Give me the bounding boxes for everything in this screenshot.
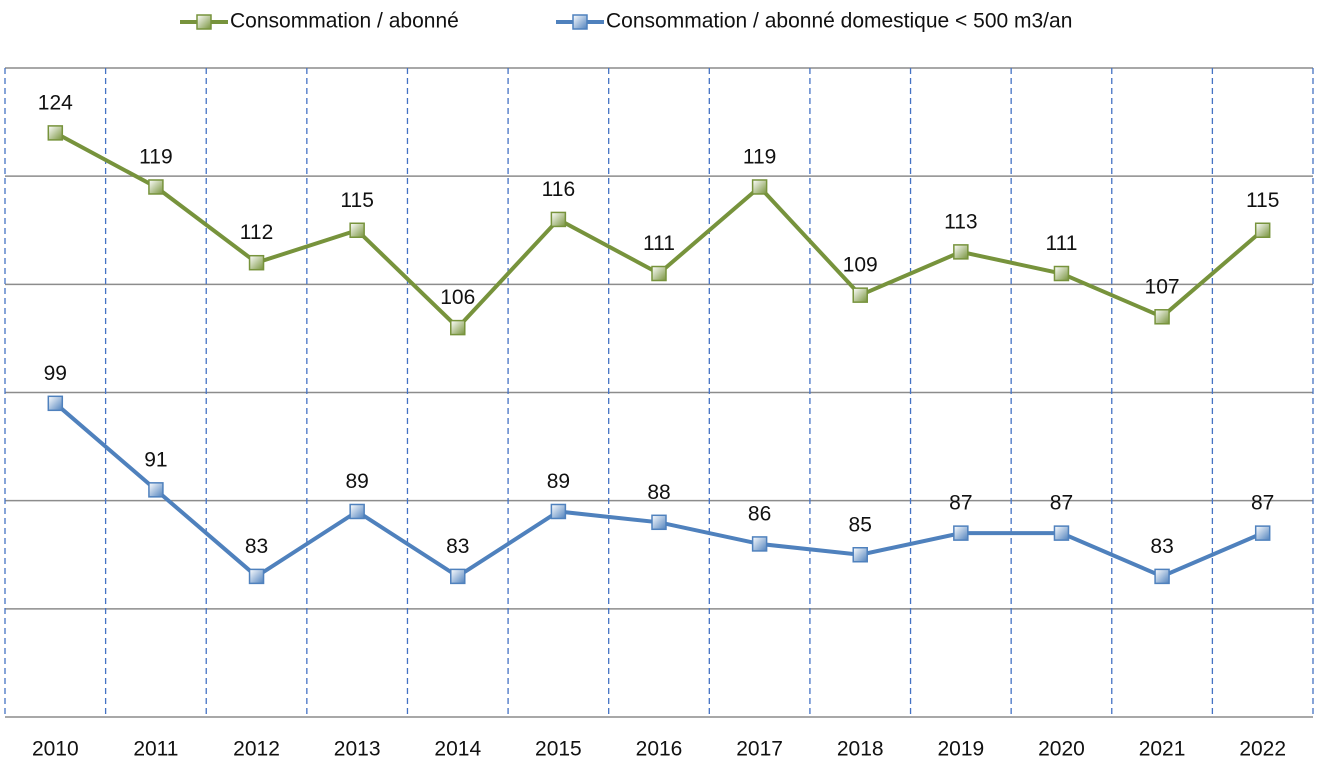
marker [47,125,64,141]
marker [47,395,64,412]
marker [148,179,164,195]
marker [953,244,969,260]
legend-label: Consommation / abonné domestique < 500 m… [606,10,1072,33]
data-label: 87 [949,492,972,515]
data-label: 89 [345,470,368,493]
data-label: 116 [542,178,575,201]
data-label: 111 [643,232,675,255]
data-label: 99 [44,362,67,385]
marker [148,482,164,498]
marker [349,503,365,520]
data-label: 83 [245,535,268,558]
data-label: 124 [38,91,73,114]
data-label: 87 [1251,492,1274,515]
data-label: 107 [1145,275,1180,298]
data-label: 83 [1150,535,1173,558]
data-label: 115 [1246,189,1279,212]
data-label: 87 [1050,492,1073,515]
marker [1053,525,1070,541]
data-label: 119 [139,146,172,169]
data-label: 113 [944,210,977,233]
x-tick-label: 2010 [32,738,79,761]
data-label: 115 [340,189,373,212]
data-label: 91 [144,448,167,471]
marker [450,568,466,585]
marker [852,287,868,303]
data-label: 85 [849,513,872,536]
marker [248,254,265,271]
marker [751,179,768,195]
marker [651,265,667,282]
data-label: 106 [440,286,475,309]
marker [651,514,667,531]
x-tick-label: 2013 [334,738,381,761]
x-tick-label: 2017 [736,738,783,761]
x-tick-label: 2014 [434,738,481,761]
data-label: 111 [1046,232,1078,255]
legend-marker [196,14,212,30]
marker [953,525,969,541]
marker [1154,309,1170,325]
marker [550,211,567,228]
x-tick-label: 2021 [1139,738,1186,761]
x-tick-label: 2020 [1038,738,1085,761]
x-tick-label: 2015 [535,738,582,761]
marker [248,568,265,585]
x-tick-label: 2016 [636,738,683,761]
data-label: 86 [748,502,771,525]
legend-label: Consommation / abonné [230,10,459,33]
legend-marker [572,14,588,30]
x-tick-label: 2012 [233,738,280,761]
marker [450,319,466,336]
x-tick-label: 2011 [133,738,178,761]
data-label: 119 [743,146,776,169]
marker [1053,265,1070,282]
data-label: 109 [843,254,878,277]
data-label: 112 [240,221,273,244]
data-label: 88 [647,481,670,504]
x-tick-label: 2022 [1239,738,1286,761]
x-tick-label: 2019 [937,738,984,761]
x-tick-label: 2018 [837,738,884,761]
marker [1254,525,1271,541]
marker [1254,222,1271,238]
series-line [54,131,1264,331]
data-label: 83 [446,535,469,558]
marker [852,547,868,563]
marker [349,222,365,238]
marker [1154,568,1170,585]
marker [550,503,567,520]
marker [751,536,768,552]
data-label: 89 [547,470,570,493]
